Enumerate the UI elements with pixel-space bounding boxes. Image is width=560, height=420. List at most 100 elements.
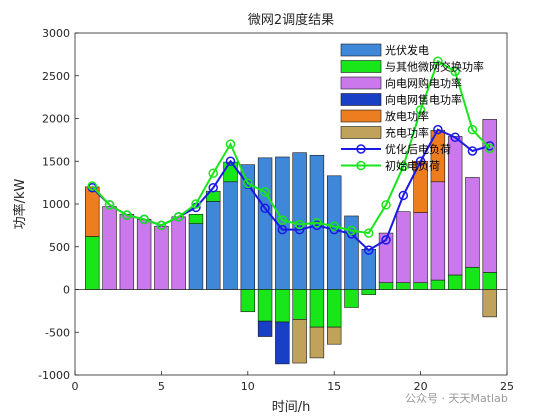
y-axis-title: 功率/kW xyxy=(12,178,28,229)
bar-segment-s1 xyxy=(240,289,256,313)
series-point-1 xyxy=(433,56,443,66)
legend-swatch-0 xyxy=(340,43,382,57)
series-point-1 xyxy=(329,221,339,231)
bar-segment-s2 xyxy=(430,181,446,281)
y-tick-label: 500 xyxy=(49,241,70,254)
x-tick-label: 25 xyxy=(500,380,514,393)
series-point-1 xyxy=(364,228,374,238)
series-point-0 xyxy=(415,156,426,166)
series-point-0 xyxy=(381,235,391,245)
series-point-0 xyxy=(433,124,443,135)
legend: 光伏发电与其他微网交换功率向电网购电功率向电网售电功率放电功率充电功率优化后电负… xyxy=(340,43,484,173)
series-point-0 xyxy=(312,220,322,231)
series-point-0 xyxy=(225,156,236,166)
bar-segment-s2 xyxy=(378,232,394,283)
legend-label: 充电功率 xyxy=(385,126,429,140)
watermark: 公众号 · 天天Matlab xyxy=(405,392,508,405)
line-group xyxy=(87,56,495,255)
series-point-0 xyxy=(484,141,495,151)
series-point-0 xyxy=(260,203,270,214)
bar-segment-s2 xyxy=(447,136,463,276)
bar-segment-s2 xyxy=(396,211,411,283)
bar-segment-s2 xyxy=(482,119,497,273)
series-point-0 xyxy=(277,224,288,235)
series-point-0 xyxy=(208,183,218,193)
bar-segment-s5 xyxy=(482,289,497,318)
bar-segment-s5 xyxy=(309,326,325,359)
series-point-1 xyxy=(104,200,115,210)
x-tick-label: 10 xyxy=(241,380,255,393)
series-point-1 xyxy=(398,161,409,172)
series-point-0 xyxy=(398,190,409,201)
y-tick-label: 1000 xyxy=(42,198,70,211)
series-line-1 xyxy=(91,59,491,235)
legend-swatch-4 xyxy=(340,109,382,123)
bar-segment-s1 xyxy=(257,289,273,322)
series-point-0 xyxy=(294,224,305,235)
bar-segment-s3 xyxy=(257,320,273,337)
bar-segment-s1 xyxy=(326,289,342,328)
series-point-1 xyxy=(208,168,218,178)
series-point-1 xyxy=(450,66,460,77)
bar-segment-s0 xyxy=(326,175,342,290)
x-tick-label: 15 xyxy=(327,380,341,393)
y-tick-label: 2500 xyxy=(42,70,70,83)
y-tick-label: 2000 xyxy=(42,113,70,126)
legend-label: 与其他微网交换功率 xyxy=(385,60,484,74)
bar-segment-s2 xyxy=(171,216,186,290)
bar-segment-s1 xyxy=(413,282,428,290)
series-point-0 xyxy=(467,146,478,156)
bar-segment-s0 xyxy=(361,249,376,290)
series-point-1 xyxy=(294,219,305,230)
legend-label: 初始电负荷 xyxy=(385,159,440,173)
bar-segment-s1 xyxy=(344,289,359,308)
y-tick-label: 1500 xyxy=(42,155,70,168)
bar-segment-s1 xyxy=(292,289,307,320)
bar-segment-s1 xyxy=(188,213,204,224)
bar-segment-s1 xyxy=(396,282,411,290)
series-point-1 xyxy=(260,187,270,197)
bar-segment-s1 xyxy=(465,266,480,290)
series-point-1 xyxy=(156,220,167,231)
bar-segment-s1 xyxy=(447,274,463,290)
bar-segment-s2 xyxy=(119,213,135,290)
bar-segment-s3 xyxy=(275,321,290,365)
legend-label: 光伏发电 xyxy=(385,43,429,57)
bar-segment-s1 xyxy=(482,272,497,290)
series-point-0 xyxy=(364,245,374,255)
legend-label: 向电网购电功率 xyxy=(385,76,462,90)
y-axis: -1000 -500 0 500 1000 1500 2000 2500 3000 xyxy=(38,27,79,382)
series-point-1 xyxy=(87,181,98,191)
bar-segment-s1 xyxy=(275,289,290,323)
series-point-1 xyxy=(191,199,201,209)
series-point-1 xyxy=(346,225,357,236)
series-point-0 xyxy=(450,132,460,143)
bar-segment-s4 xyxy=(85,186,100,237)
legend-label: 向电网售电功率 xyxy=(385,93,462,107)
chart-title: 微网2调度结果 xyxy=(248,12,334,28)
series-point-1 xyxy=(225,139,236,149)
bar-segment-s0 xyxy=(206,201,221,290)
x-tick-label: 5 xyxy=(158,380,165,393)
bar-segment-s1 xyxy=(85,236,100,290)
series-point-1 xyxy=(467,124,478,135)
legend-swatch-5 xyxy=(340,126,382,139)
series-point-1 xyxy=(122,210,132,220)
x-axis-title: 时间/h xyxy=(272,400,311,415)
legend-marker-1 xyxy=(356,160,366,171)
bar-segment-s0 xyxy=(223,181,238,290)
y-tick-label: 0 xyxy=(63,284,70,297)
legend-label: 优化后电负荷 xyxy=(385,142,451,156)
bar-segment-s2 xyxy=(465,177,480,268)
y-tick-label: -1000 xyxy=(38,369,70,382)
bar-segment-s0 xyxy=(257,157,273,290)
legend-marker-0 xyxy=(356,144,366,154)
legend-swatch-1 xyxy=(340,60,382,73)
y-tick-label: 3000 xyxy=(42,27,70,40)
bar-segment-s2 xyxy=(102,206,117,290)
x-tick-label: 0 xyxy=(72,380,79,393)
bar-segment-s2 xyxy=(154,225,169,290)
series-point-1 xyxy=(415,105,426,115)
legend-label: 放电功率 xyxy=(385,109,429,123)
